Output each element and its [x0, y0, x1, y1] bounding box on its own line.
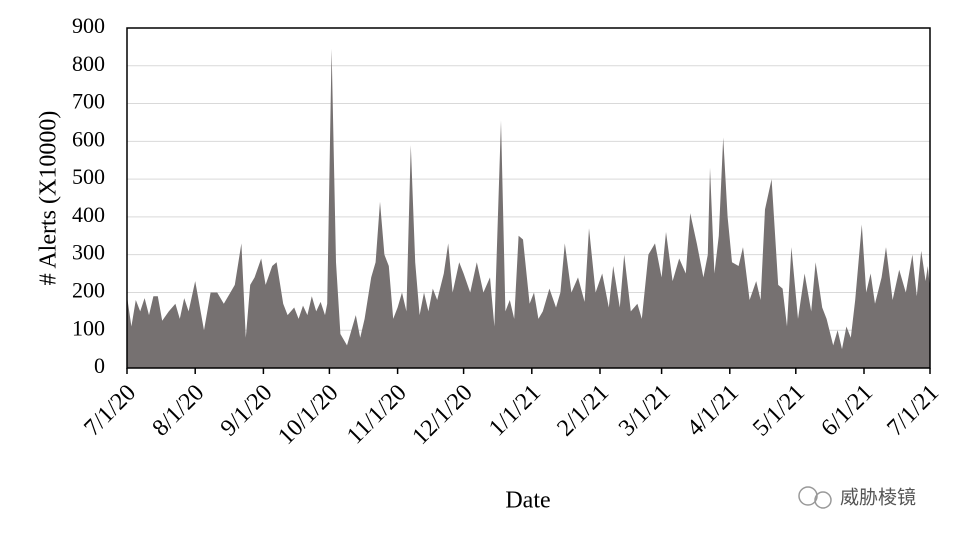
x-tick-label: 1/1/21 — [484, 380, 546, 442]
watermark-icon — [798, 486, 832, 509]
y-axis-label: # Alerts (X10000) — [36, 111, 62, 286]
y-tick-label: 800 — [72, 51, 105, 76]
x-axis-label: Date — [505, 488, 550, 514]
area — [127, 48, 930, 368]
x-tick-label: 7/1/21 — [882, 380, 944, 442]
x-tick-label: 8/1/20 — [148, 380, 210, 442]
x-tick-label: 4/1/21 — [682, 380, 744, 442]
y-tick-label: 600 — [72, 126, 105, 151]
x-tick-label: 6/1/21 — [816, 380, 878, 442]
x-tick-label: 10/1/20 — [273, 380, 343, 450]
y-tick-label: 500 — [72, 164, 105, 189]
y-tick-label: 700 — [72, 89, 105, 114]
y-tick-label: 0 — [94, 353, 105, 378]
x-tick-label: 7/1/20 — [79, 380, 141, 442]
x-tick-label: 3/1/21 — [614, 380, 676, 442]
x-tick-label: 9/1/20 — [216, 380, 278, 442]
x-tick-label: 12/1/20 — [407, 380, 477, 450]
x-tick-label: 2/1/21 — [552, 380, 614, 442]
x-tick-label: 5/1/21 — [748, 380, 810, 442]
x-tick-label: 11/1/20 — [342, 380, 412, 450]
y-tick-label: 300 — [72, 240, 105, 265]
y-tick-label: 100 — [72, 315, 105, 340]
plot-border — [126, 27, 931, 369]
y-tick-label: 400 — [72, 202, 105, 227]
y-tick-label: 200 — [72, 277, 105, 302]
watermark: 威胁棱镜 — [840, 487, 916, 509]
y-tick-label: 900 — [72, 13, 105, 38]
